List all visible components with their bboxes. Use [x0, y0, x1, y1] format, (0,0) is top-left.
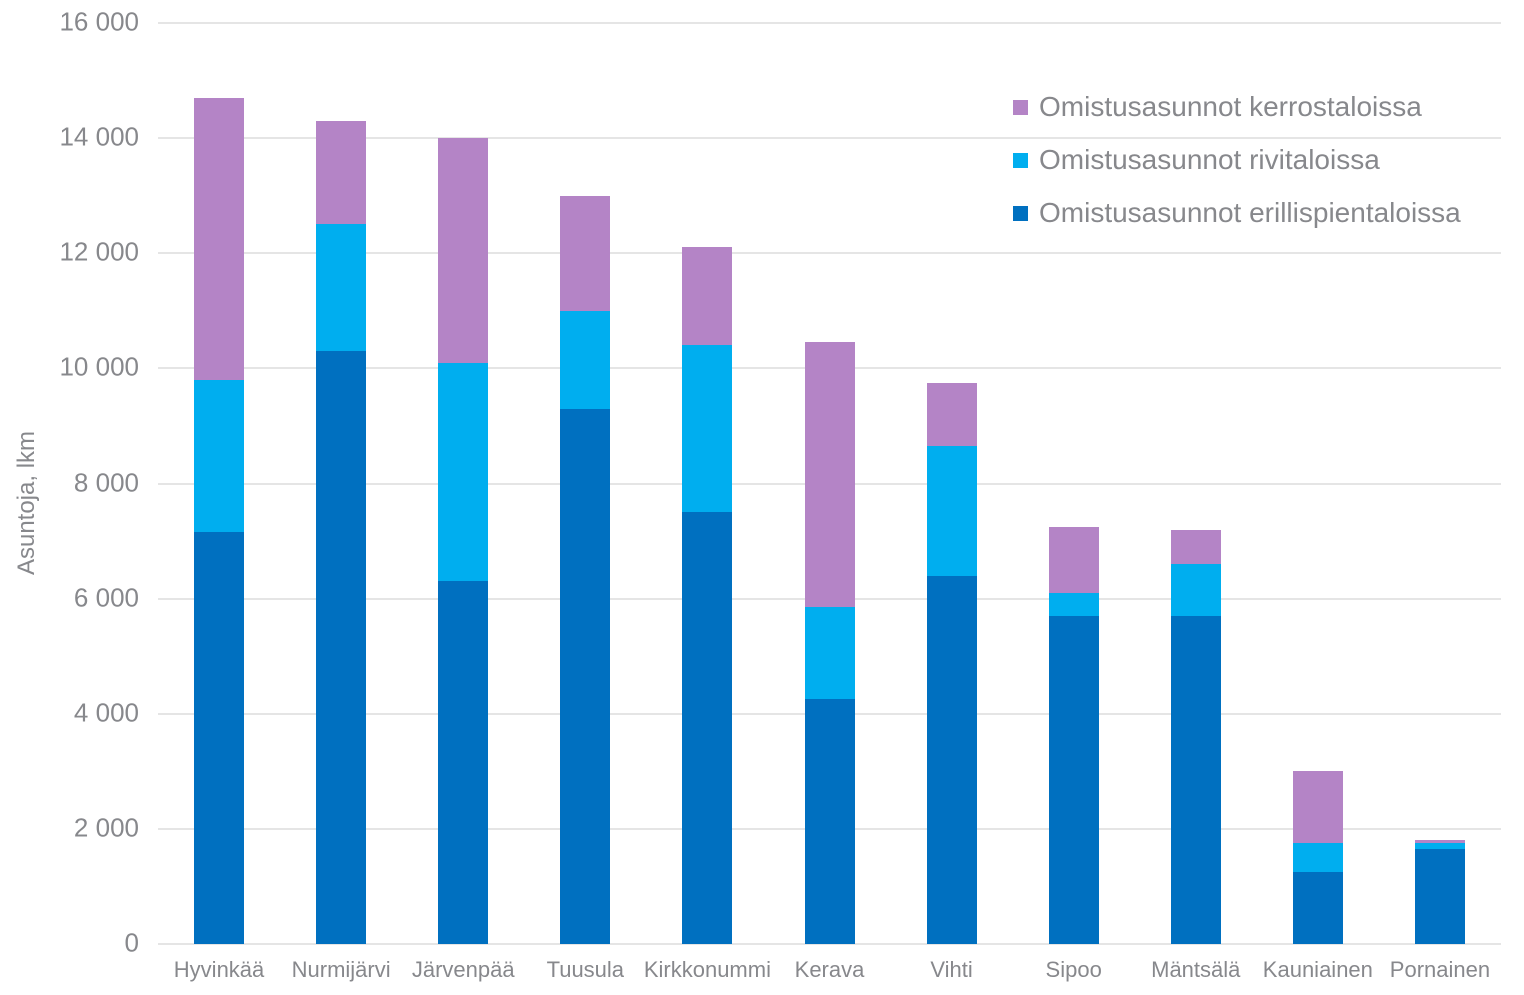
bar-segment — [560, 408, 611, 944]
bar-segment — [560, 310, 611, 409]
x-tick-label: Kirkkonummi — [643, 957, 771, 982]
y-tick-label: 8 000 — [73, 466, 139, 497]
legend-swatch-icon — [1013, 152, 1028, 168]
gridline — [158, 22, 1501, 24]
bar-segment — [1170, 529, 1221, 565]
bar-segment — [1414, 843, 1465, 850]
bar-segment — [926, 446, 977, 576]
x-tick-label: Hyvinkää — [173, 957, 265, 982]
bar-segment — [1048, 615, 1099, 944]
x-tick-label: Kauniainen — [1262, 957, 1373, 982]
x-tick-label: Järvenpää — [411, 957, 515, 982]
bar-segment — [1048, 526, 1099, 593]
y-axis-title: Asuntoja, lkm — [13, 430, 40, 576]
bar-segment — [1292, 771, 1343, 844]
legend-item: Omistusasunnot rivitaloissa — [1013, 143, 1388, 177]
x-tick-label: Vihti — [930, 957, 973, 982]
legend-item: Omistusasunnot erillispientaloissa — [1013, 196, 1469, 230]
gridline — [158, 943, 1501, 945]
bar-segment — [926, 575, 977, 944]
bar-segment — [316, 120, 367, 225]
legend-label: Omistusasunnot rivitaloissa — [1039, 144, 1380, 175]
bar-segment — [1170, 615, 1221, 944]
x-tick-label: Pornainen — [1389, 957, 1491, 982]
bar-segment — [194, 97, 245, 380]
bar-segment — [438, 138, 489, 363]
x-tick-label: Mäntsälä — [1151, 957, 1241, 982]
legend-swatch-icon — [1013, 205, 1028, 221]
y-tick-label: 12 000 — [59, 236, 139, 267]
y-tick-label: 10 000 — [59, 351, 139, 382]
bar-segment — [926, 382, 977, 447]
bar-segment — [682, 345, 733, 513]
bar-segment — [1414, 840, 1465, 844]
bar-segment — [438, 362, 489, 582]
bar-segment — [194, 532, 245, 944]
bar-segment — [316, 351, 367, 944]
legend-label: Omistusasunnot kerrostaloissa — [1039, 91, 1422, 122]
x-tick-label: Sipoo — [1045, 957, 1102, 982]
bar-segment — [804, 607, 855, 700]
x-tick-label: Tuusula — [546, 957, 625, 982]
bar-segment — [1170, 564, 1221, 616]
y-tick-label: 16 000 — [59, 6, 139, 37]
y-tick-label: 6 000 — [73, 581, 139, 612]
y-tick-label: 4 000 — [73, 697, 139, 728]
bar-segment — [1048, 592, 1099, 616]
y-tick-label: 2 000 — [73, 812, 139, 843]
legend-item: Omistusasunnot kerrostaloissa — [1013, 90, 1430, 124]
gridline — [158, 137, 1501, 140]
bar-segment — [316, 224, 367, 352]
legend-label: Omistusasunnot erillispientaloissa — [1039, 197, 1461, 228]
bar-segment — [682, 512, 733, 944]
y-tick-label: 0 — [124, 927, 139, 958]
bar-segment — [194, 379, 245, 533]
bar-segment — [682, 247, 733, 346]
bar-segment — [1292, 872, 1343, 944]
bar-segment — [804, 342, 855, 608]
bar-segment — [1292, 843, 1343, 873]
gridline — [158, 252, 1501, 255]
legend-swatch-icon — [1013, 99, 1028, 115]
legend: Omistusasunnot kerrostaloissa Omistusasun… — [1013, 90, 1469, 230]
bar-segment — [560, 195, 611, 311]
bar-segment — [438, 581, 489, 944]
x-tick-label: Nurmijärvi — [291, 957, 391, 982]
bar-segment — [1414, 849, 1465, 944]
x-tick-label: Kerava — [794, 957, 865, 982]
bar-segment — [804, 699, 855, 944]
y-tick-label: 14 000 — [59, 121, 139, 152]
